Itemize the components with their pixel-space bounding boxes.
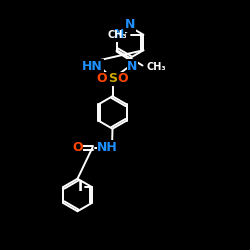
Text: S: S	[108, 72, 117, 85]
Text: O: O	[72, 141, 83, 154]
Text: N: N	[114, 28, 124, 41]
Text: O: O	[118, 72, 128, 85]
Text: N: N	[127, 60, 138, 73]
Text: N: N	[125, 18, 135, 32]
Text: CH₃: CH₃	[146, 62, 166, 72]
Text: HN: HN	[82, 60, 103, 73]
Text: CH₃: CH₃	[108, 30, 127, 40]
Text: NH: NH	[97, 141, 118, 154]
Text: O: O	[97, 72, 107, 85]
Text: I: I	[78, 180, 83, 194]
